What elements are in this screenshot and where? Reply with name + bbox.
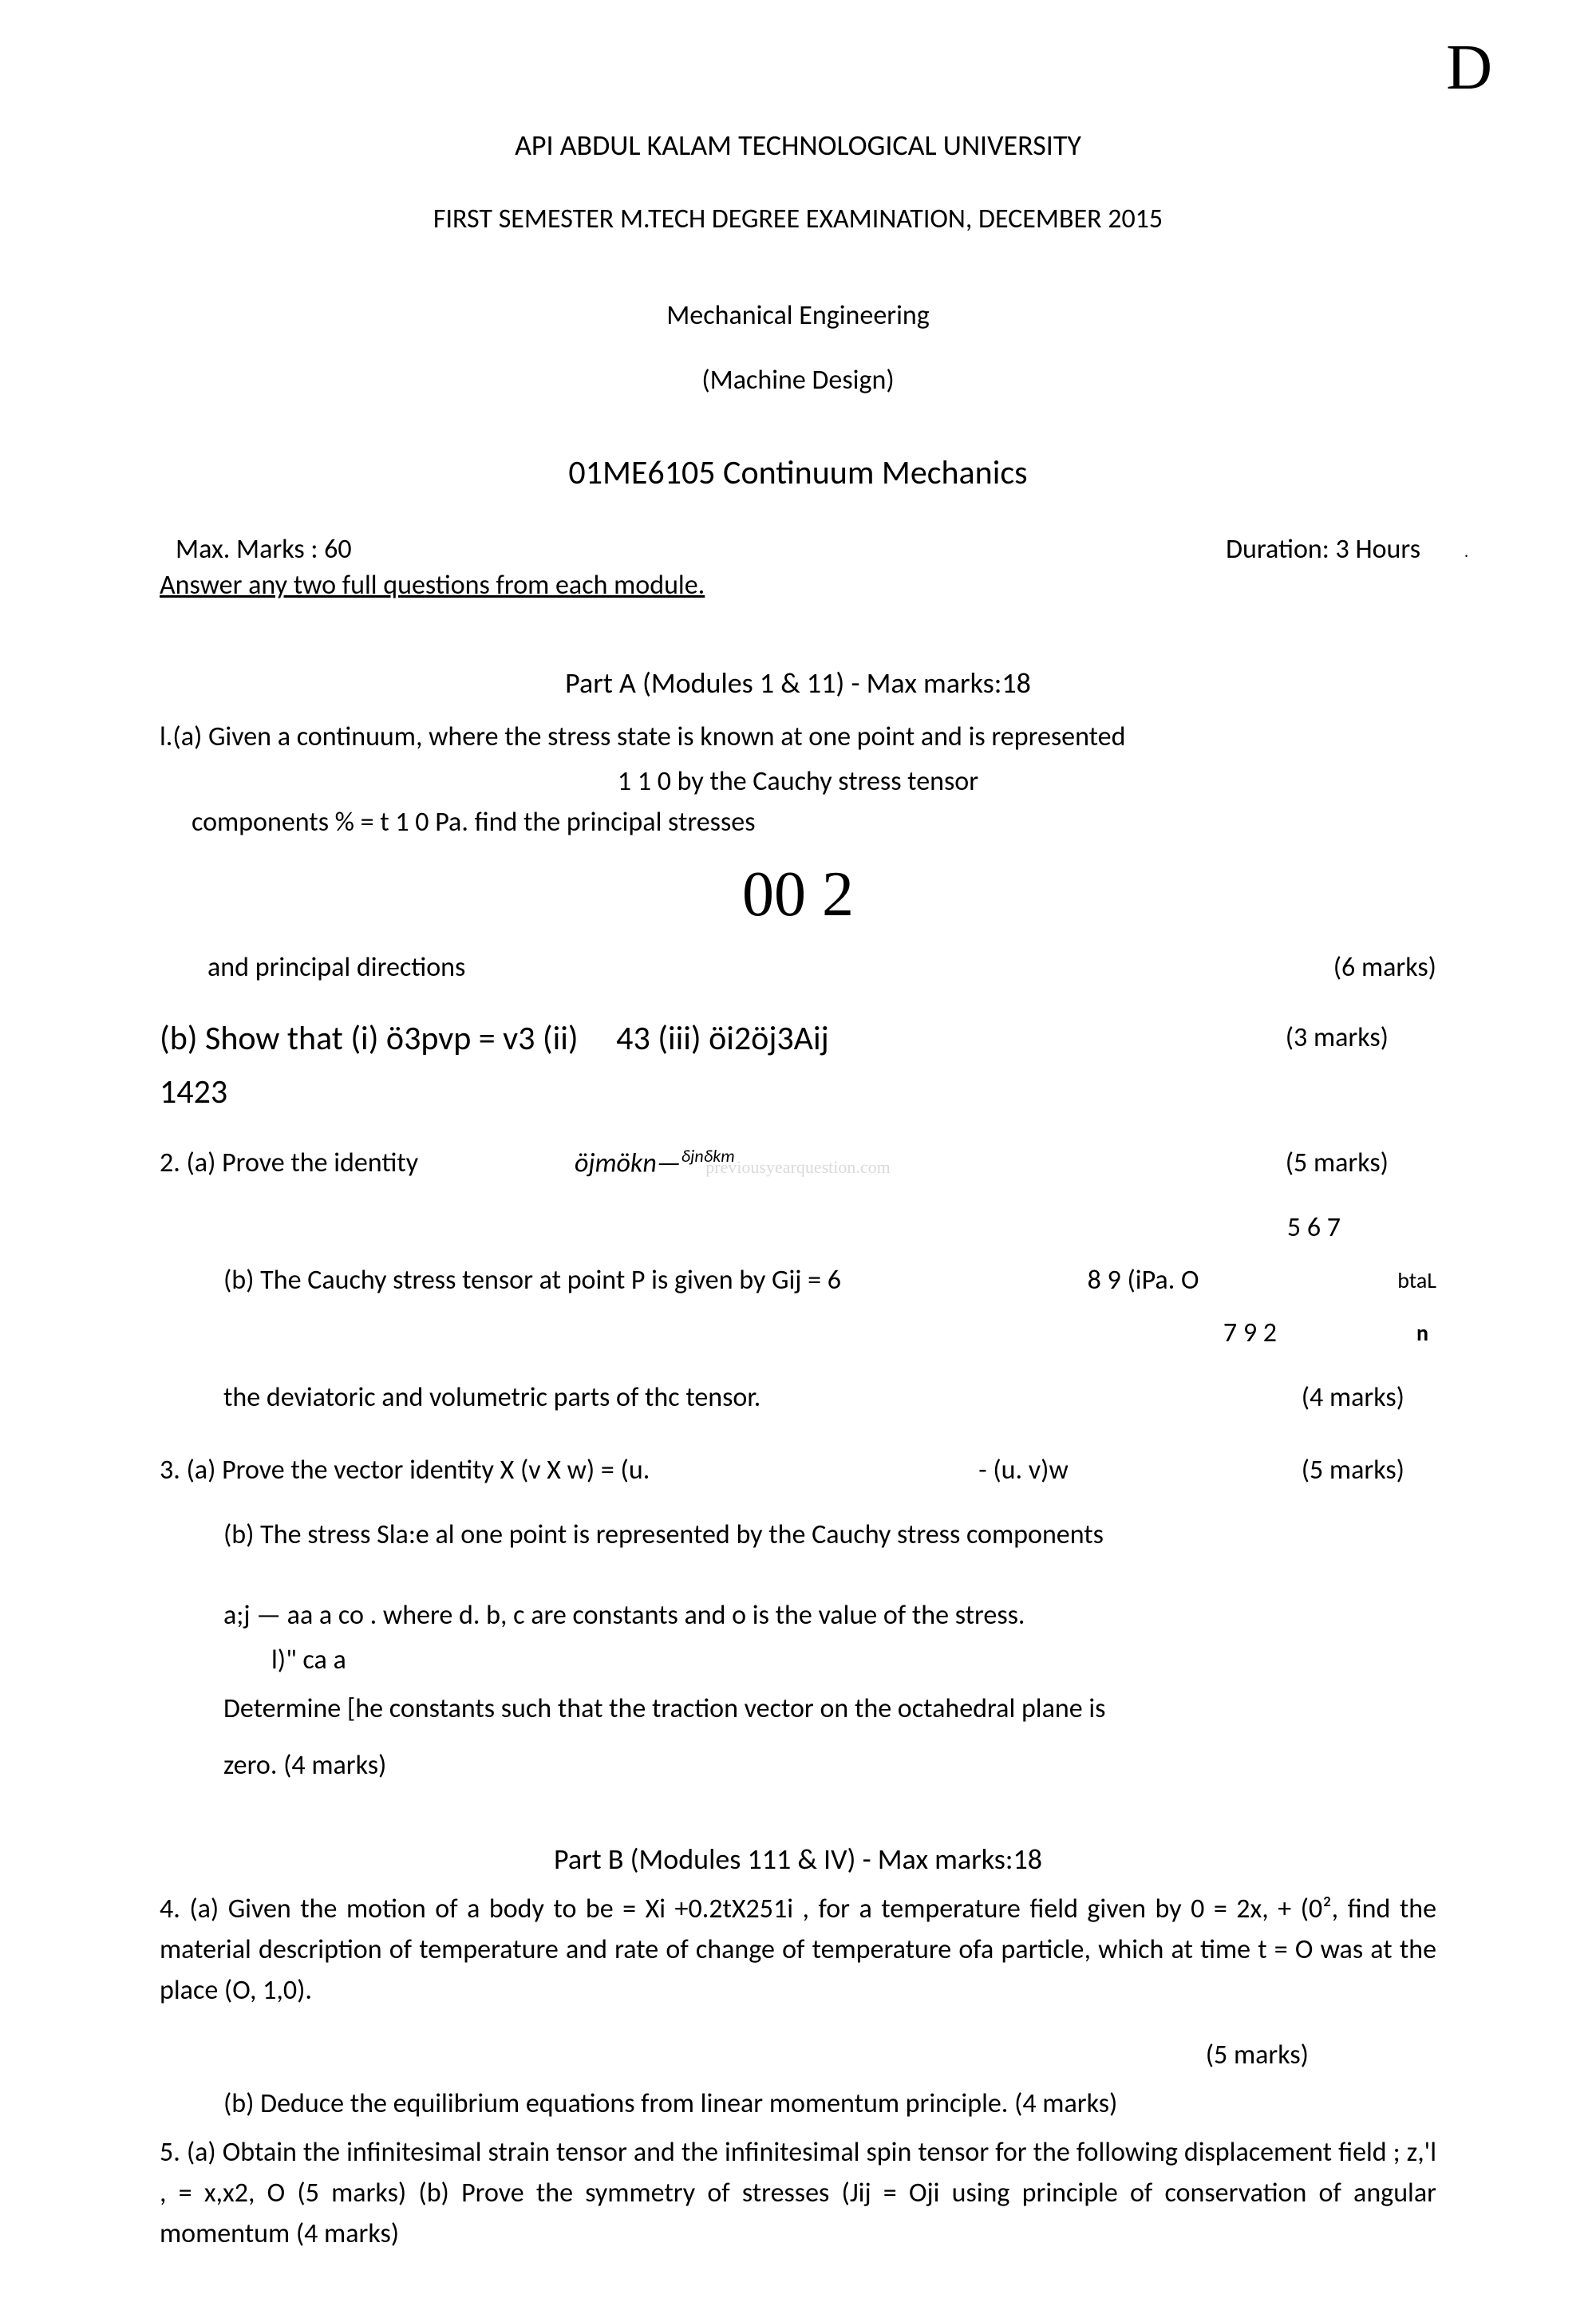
q1a-marks: (6 marks) — [1333, 947, 1436, 988]
q2b-matrix-r2: 8 9 (iPa. O — [1088, 1260, 1199, 1301]
corner-letter: D — [1446, 32, 1492, 105]
q3b-line3: l)" ca a — [271, 1640, 1436, 1680]
q2a-text: 2. (a) Prove the identity — [160, 1143, 418, 1183]
q2b-block: 5 6 7 (b) The Cauchy stress tensor at po… — [160, 1207, 1436, 1353]
q2b-matrix-r3: 7 9 2 — [1223, 1313, 1277, 1353]
q3a-text: 3. (a) Prove the vector identity X (v X … — [160, 1450, 650, 1491]
duration-label: Duration: 3 Hours . — [1226, 533, 1420, 566]
q3b-text: (b) The stress Sla:e al one point is rep… — [223, 1514, 1436, 1555]
department-name: Mechanical Engineering — [160, 299, 1436, 332]
q2b-side: btaL — [1397, 1264, 1436, 1297]
q2a-row: 2. (a) Prove the identity öjmökn—δjnδkm … — [160, 1143, 1436, 1183]
q1b-text: (b) Show that (i) ö3pvp = v3 (ii) — [160, 1018, 579, 1059]
q1b-end: 1423 — [160, 1065, 1436, 1119]
course-code: 01ME6105 Continuum Mechanics — [160, 452, 1436, 493]
q4a-text: 4. (a) Given the motion of a body to be … — [160, 1889, 1436, 2011]
q1b-part2: 43 (iii) öi2öj3Aij — [616, 1018, 829, 1059]
q2b-side2: n — [1416, 1317, 1428, 1350]
q1a-matrix-numbers: 00 2 — [160, 859, 1436, 931]
q4a-marks: (5 marks) — [160, 2035, 1309, 2075]
q1a-end-text: and principal directions — [207, 947, 465, 988]
university-name: API ABDUL KALAM TECHNOLOGICAL UNIVERSITY — [160, 128, 1436, 163]
q1a-line2: 1 1 0 by the Cauchy stress tensor — [160, 761, 1436, 802]
q2b-marks: (4 marks) — [1302, 1377, 1404, 1418]
q3b-line5: zero. (4 marks) — [223, 1745, 1436, 1786]
q2b-matrix-r1: 5 6 7 — [160, 1207, 1341, 1248]
q1b-row: (b) Show that (i) ö3pvp = v3 (ii) 43 (ii… — [160, 1012, 1436, 1065]
q5-text: 5. (a) Obtain the infinitesimal strain t… — [160, 2132, 1436, 2254]
q3a-mid: - (u. v)w — [978, 1450, 1069, 1491]
q2a-marks: (5 marks) — [1286, 1143, 1389, 1183]
q1b-marks: (3 marks) — [1286, 1017, 1389, 1060]
q3a-row: 3. (a) Prove the vector identity X (v X … — [160, 1450, 1436, 1491]
part-a-header: Part A (Modules 1 & 11) - Max marks:18 — [160, 665, 1436, 701]
q1b-left: (b) Show that (i) ö3pvp = v3 (ii) 43 (ii… — [160, 1012, 829, 1065]
q2b-end-text: the deviatoric and volumetric parts of t… — [223, 1377, 760, 1418]
q1a-line1: l.(a) Given a continuum, where the stres… — [160, 717, 1436, 757]
decorative-dot: . — [1464, 543, 1468, 562]
q2b-text: (b) The Cauchy stress tensor at point P … — [223, 1260, 841, 1301]
q1a-line3: components % = t 1 0 Pa. find the princi… — [192, 802, 1436, 843]
specialization: (Machine Design) — [160, 364, 1436, 397]
watermark-text: previousyearquestion.com — [705, 1154, 891, 1180]
q3a-marks: (5 marks) — [1302, 1450, 1404, 1491]
marks-duration-row: Max. Marks : 60 Duration: 3 Hours . — [160, 533, 1436, 566]
part-b-header: Part B (Modules 111 & IV) - Max marks:18 — [160, 1842, 1436, 1877]
q2b-end-row: the deviatoric and volumetric parts of t… — [160, 1377, 1436, 1418]
answer-instruction: Answer any two full questions from each … — [160, 569, 1436, 602]
q3b-line4: Determine [he constants such that the tr… — [223, 1688, 1436, 1729]
q2a-formula-main: öjmökn— — [575, 1147, 681, 1180]
exam-title: FIRST SEMESTER M.TECH DEGREE EXAMINATION… — [160, 203, 1436, 235]
duration-text: Duration: 3 Hours — [1226, 533, 1420, 566]
q1a-end-row: and principal directions (6 marks) — [160, 947, 1436, 988]
q4b-text: (b) Deduce the equilibrium equations fro… — [223, 2083, 1436, 2124]
q3b-line2: a;j — aa a co . where d. b, c are consta… — [223, 1595, 1436, 1636]
max-marks-label: Max. Marks : 60 — [176, 533, 352, 566]
